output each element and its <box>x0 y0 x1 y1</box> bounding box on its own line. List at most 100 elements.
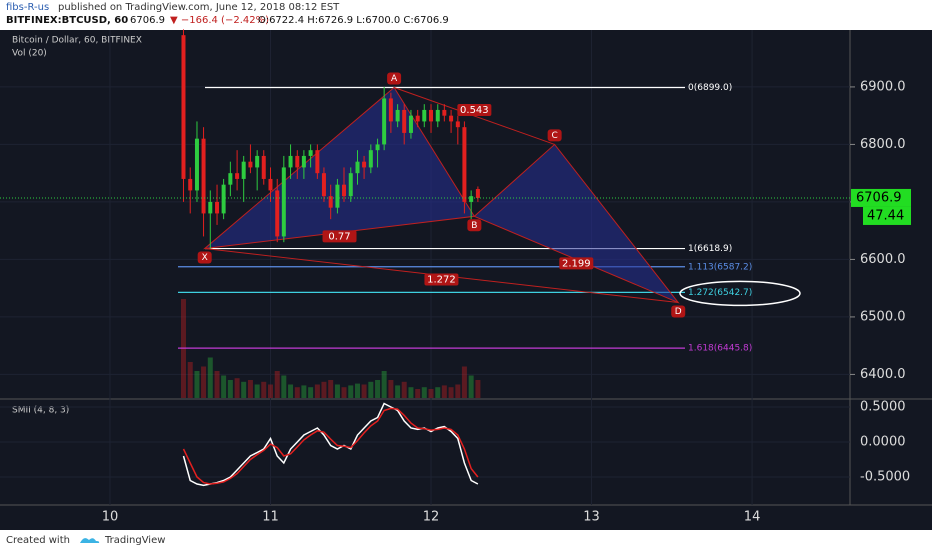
point-badge <box>197 251 212 264</box>
candle-body <box>228 173 233 185</box>
y-tick-label: 6600.0 <box>860 252 906 267</box>
highlight-ellipse <box>679 280 801 307</box>
volume-bar <box>234 378 240 398</box>
published: published on TradingView.com, June 12, 2… <box>58 2 340 13</box>
header-bar <box>0 0 932 30</box>
author[interactable]: fibs-R-us <box>6 2 49 13</box>
candle-body <box>449 115 454 122</box>
volume-title: Vol (20) <box>12 49 47 59</box>
point-badge <box>467 219 482 232</box>
y-tick-label: -0.5000 <box>860 470 910 485</box>
volume-bar <box>361 384 367 398</box>
footer-brand[interactable]: TradingView <box>104 535 165 546</box>
candle-body <box>248 161 253 168</box>
last-price-label: 6706.9 <box>856 190 902 205</box>
candle-body <box>388 98 393 122</box>
x-tick-label: 10 <box>102 510 119 525</box>
volume-bar <box>455 384 461 398</box>
volume-bar <box>288 384 294 398</box>
candle-body <box>382 98 387 145</box>
volume-bar <box>267 384 273 398</box>
volume-bar <box>408 387 414 398</box>
x-tick-label: 13 <box>583 510 600 525</box>
volume-bar <box>321 381 327 398</box>
point-badge <box>387 72 402 85</box>
candle-body <box>408 115 413 133</box>
volume-bar <box>348 385 354 398</box>
volume-bar <box>207 357 213 398</box>
x-tick-label: 12 <box>423 510 440 525</box>
candle-body <box>348 173 353 197</box>
footer-bar <box>0 530 932 550</box>
y-tick-label: 6800.0 <box>860 137 906 152</box>
volume-bar <box>375 380 381 398</box>
footer-created: Created with <box>6 535 70 546</box>
symbol: BITFINEX:BTCUSD, 60 <box>6 15 128 26</box>
last-volume-label: 47.44 <box>867 208 904 223</box>
volume-bar <box>461 366 467 398</box>
volume-bar <box>221 375 227 398</box>
volume-bar <box>401 381 407 398</box>
volume-bar <box>475 380 481 398</box>
volume-bar <box>294 387 300 398</box>
y-tick-label: 0.0000 <box>860 435 906 450</box>
volume-bar <box>468 375 474 398</box>
candle-body <box>342 184 347 197</box>
brand-logo <box>80 538 100 543</box>
point-label: D <box>675 307 682 317</box>
ratio-badge <box>322 230 357 243</box>
candle-body <box>355 161 360 174</box>
ratio-badge <box>457 103 492 116</box>
candle-body <box>321 173 326 197</box>
volume-bar <box>381 371 387 398</box>
fib-label: 1.272(6542.7) <box>688 288 752 298</box>
change: ▼ −166.4 (−2.42%) <box>170 15 269 26</box>
last-volume-tag <box>863 206 911 225</box>
volume-bar <box>368 381 374 398</box>
ohlc: O:6722.4 H:6726.9 L:6700.0 C:6706.9 <box>258 15 449 26</box>
candle-body <box>275 190 280 237</box>
candle-body <box>375 144 380 151</box>
point-label: B <box>471 221 477 231</box>
candle-body <box>328 196 333 208</box>
point-label: X <box>202 253 208 263</box>
volume-bar <box>334 384 340 398</box>
candle-body <box>281 167 286 237</box>
candle-body <box>208 201 213 214</box>
fib-label: 1.618(6445.8) <box>688 344 752 354</box>
candle-body <box>462 127 467 202</box>
last-price-tag <box>851 188 911 207</box>
candle-body <box>315 150 320 174</box>
fib-label: 0(6899.0) <box>688 83 732 93</box>
candle-body <box>301 155 306 168</box>
candle-body <box>201 138 206 214</box>
volume-bar <box>428 389 434 398</box>
volume-bar <box>354 383 360 398</box>
candle-body <box>235 173 240 179</box>
smii-title: SMII (4, 8, 3) <box>12 406 69 416</box>
volume-bar <box>194 371 200 398</box>
candle-body <box>308 150 313 156</box>
candle-body <box>442 109 447 116</box>
y-tick-label: 6400.0 <box>860 367 906 382</box>
volume-bar <box>415 389 421 398</box>
chart-title: Bitcoin / Dollar, 60, BITFINEX <box>12 36 142 46</box>
candle-body <box>295 155 300 168</box>
volume-bar <box>421 387 427 398</box>
candle-body <box>429 109 434 122</box>
candle-body <box>395 109 400 122</box>
volume-bar <box>187 362 193 398</box>
volume-bar <box>341 387 347 398</box>
volume-bar <box>247 380 253 398</box>
candle-body <box>221 184 226 214</box>
candle-body <box>368 150 373 168</box>
candle-body <box>402 109 407 133</box>
candle-body <box>415 115 420 122</box>
ratio-label: 2.199 <box>562 258 591 269</box>
volume-bar <box>328 380 334 398</box>
volume-bar <box>214 371 220 398</box>
ratio-label: 1.272 <box>427 275 456 286</box>
volume-bar <box>301 385 307 398</box>
